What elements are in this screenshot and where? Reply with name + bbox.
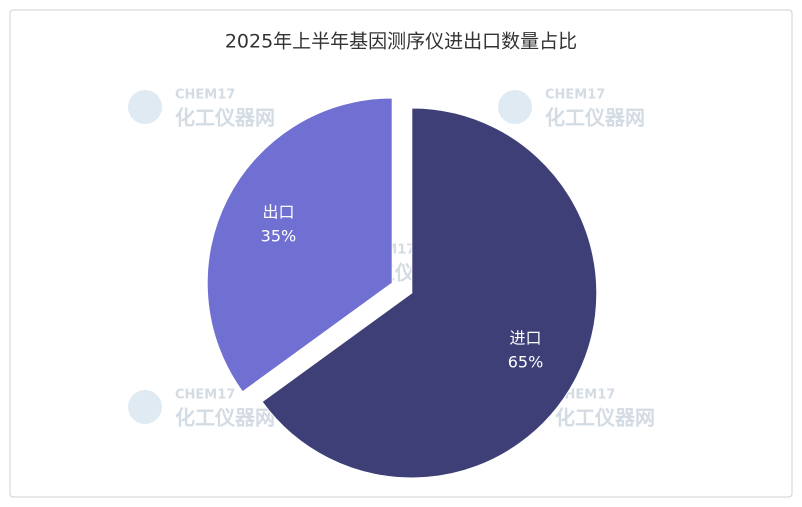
- watermark-text: 化工仪器网: [555, 406, 655, 430]
- slice-label: 出口: [262, 203, 294, 222]
- chart-title: 2025年上半年基因测序仪进出口数量占比: [225, 31, 577, 53]
- watermark-text: CHEM17: [175, 88, 235, 103]
- watermark-text: CHEM17: [545, 88, 605, 103]
- slice-value-label: 35%: [261, 227, 297, 246]
- slice-label: 进口: [510, 328, 542, 347]
- watermark-text: 化工仪器网: [175, 106, 275, 130]
- watermark-text: CHEM17: [555, 388, 615, 403]
- watermark-logo: [498, 90, 532, 124]
- pie: 进口 65% 出口 35%: [206, 97, 598, 479]
- frame: [9, 9, 793, 498]
- watermark-text: 化工仪器网: [545, 106, 645, 130]
- pie-slice: [206, 97, 393, 393]
- watermark-logo: [128, 390, 162, 424]
- watermark-logo: [128, 90, 162, 124]
- pie-slice: [261, 107, 598, 479]
- watermark-text: 化工仪器网: [175, 406, 275, 430]
- watermark-text: CHEM17: [175, 388, 235, 403]
- slice-value-label: 65%: [508, 352, 544, 371]
